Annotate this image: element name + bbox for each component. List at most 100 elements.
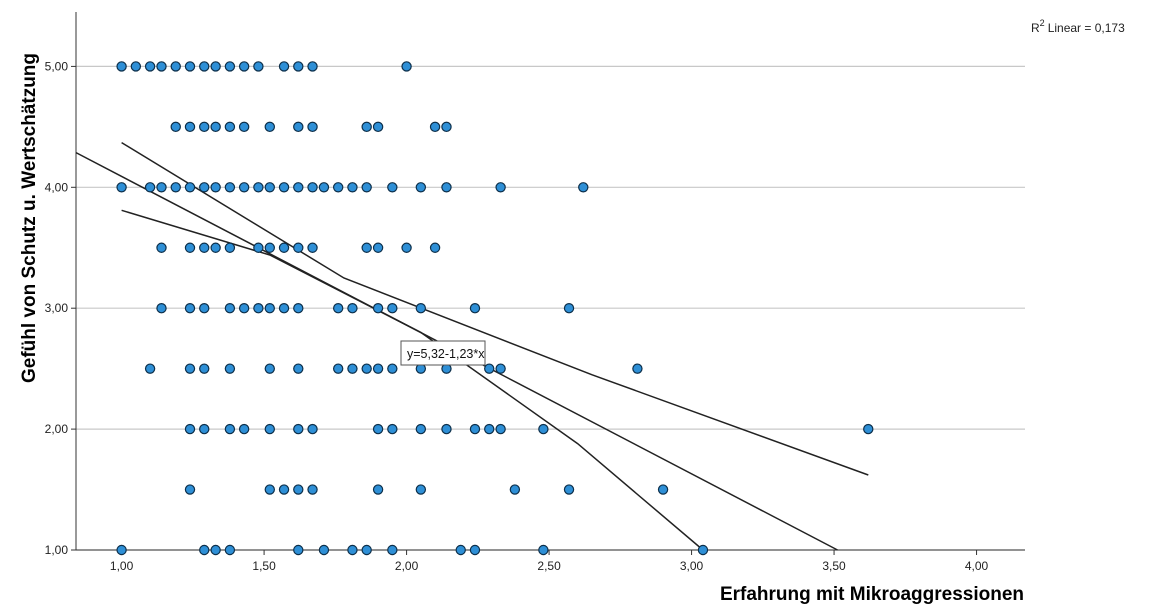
data-point — [361, 121, 372, 133]
data-point — [361, 182, 372, 193]
data-point — [441, 423, 452, 435]
data-point — [238, 423, 250, 435]
data-point — [657, 484, 669, 495]
data-point — [156, 242, 167, 253]
data-point — [293, 363, 304, 374]
data-point — [199, 544, 210, 556]
data-point — [253, 182, 264, 193]
data-point — [184, 303, 196, 314]
data-point — [224, 242, 236, 253]
data-point — [144, 182, 156, 193]
data-point — [372, 303, 384, 314]
data-point — [307, 242, 318, 253]
data-point — [199, 182, 210, 193]
data-point — [184, 61, 196, 72]
data-point — [347, 363, 358, 374]
data-point — [415, 303, 427, 314]
data-point — [361, 363, 372, 374]
data-point — [116, 544, 127, 556]
data-point — [210, 121, 221, 133]
data-point — [156, 182, 167, 193]
data-point — [264, 363, 275, 374]
data-point — [307, 423, 318, 435]
data-point — [387, 303, 398, 314]
data-point — [469, 423, 481, 435]
data-point — [238, 121, 250, 133]
data-point — [307, 182, 318, 193]
data-point — [697, 544, 709, 556]
data-point — [199, 242, 210, 253]
data-point — [238, 61, 250, 72]
data-point — [484, 423, 495, 435]
data-point — [170, 61, 181, 72]
data-point — [156, 61, 167, 72]
data-point — [415, 423, 427, 435]
data-point — [184, 484, 196, 495]
x-tick-label: 1,00 — [110, 559, 134, 573]
data-point — [293, 423, 304, 435]
data-point — [278, 242, 290, 253]
x-tick-label: 2,50 — [537, 559, 561, 573]
data-point — [170, 182, 181, 193]
data-point — [387, 423, 398, 435]
data-point — [184, 121, 196, 133]
x-tick-label: 4,00 — [965, 559, 989, 573]
data-point — [484, 363, 495, 374]
data-point — [199, 61, 210, 72]
data-point — [253, 303, 264, 314]
gridlines — [76, 65, 1025, 551]
data-point — [372, 484, 384, 495]
y-tick-label: 2,00 — [45, 422, 69, 436]
y-tick-label: 4,00 — [45, 180, 69, 194]
data-point — [278, 182, 290, 193]
data-point — [332, 182, 344, 193]
data-point — [429, 121, 441, 133]
axes — [71, 12, 1025, 555]
data-point — [307, 61, 318, 72]
data-point — [361, 242, 372, 253]
data-point — [347, 182, 358, 193]
data-point — [318, 182, 330, 193]
data-point — [469, 303, 481, 314]
data-point — [538, 423, 549, 435]
data-point — [144, 61, 156, 72]
data-point — [278, 303, 290, 314]
data-point — [347, 544, 358, 556]
data-point — [387, 182, 398, 193]
data-point — [578, 182, 589, 193]
data-point — [387, 544, 398, 556]
data-point — [278, 61, 290, 72]
data-point — [130, 61, 142, 72]
data-point — [144, 363, 156, 374]
data-point — [401, 242, 412, 253]
data-point — [293, 544, 304, 556]
data-point — [401, 61, 412, 72]
data-point — [372, 242, 384, 253]
data-point — [469, 544, 481, 556]
data-point — [441, 121, 452, 133]
data-point — [184, 423, 196, 435]
data-point — [307, 121, 318, 133]
data-point — [318, 544, 330, 556]
data-point — [387, 363, 398, 374]
data-point — [224, 423, 236, 435]
x-tick-label: 3,00 — [680, 559, 704, 573]
data-point — [210, 544, 221, 556]
data-point — [264, 484, 275, 495]
equation-box — [400, 340, 486, 366]
data-point — [293, 61, 304, 72]
data-point — [210, 182, 221, 193]
data-point — [293, 182, 304, 193]
data-point — [253, 242, 264, 253]
data-point — [264, 242, 275, 253]
confidence-band-lower — [121, 209, 704, 551]
y-tick-label: 5,00 — [45, 59, 69, 73]
y-tick-label: 3,00 — [45, 301, 69, 315]
data-points — [116, 61, 874, 556]
data-point — [253, 61, 264, 72]
data-point — [415, 484, 427, 495]
confidence-band-upper — [121, 141, 869, 476]
x-tick-label: 3,50 — [822, 559, 846, 573]
data-point — [156, 303, 167, 314]
data-point — [199, 363, 210, 374]
